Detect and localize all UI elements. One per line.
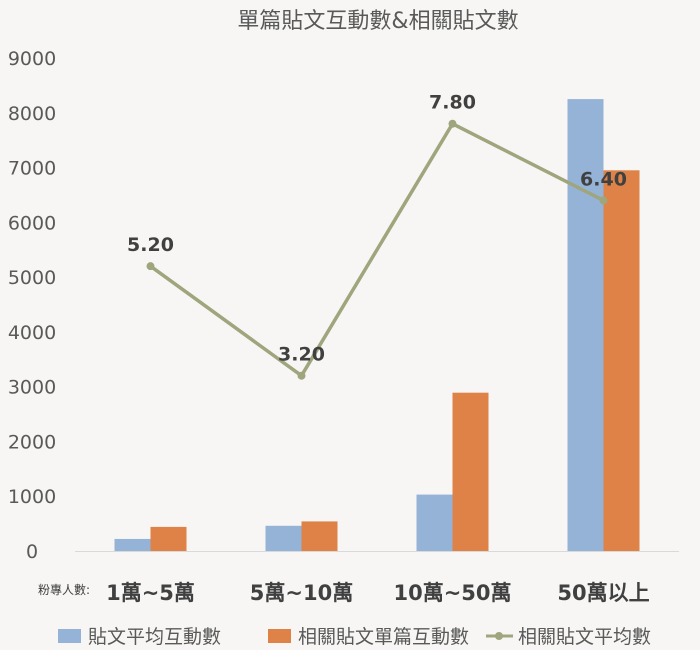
bar-1-4 [567,99,604,551]
y-axis: 0 1000 2000 3000 4000 5000 6000 7000 8000 9000 [8,48,56,563]
x-tick-label-2: 5萬~10萬 [250,581,353,605]
x-axis-prefix-label: 粉專人數: [38,583,90,597]
bar-2-4 [603,170,640,552]
line-marks: 5.20 3.20 7.80 6.40 [127,92,627,380]
bar-2-1 [150,526,187,551]
line-point-2 [297,371,306,380]
bar-marks [75,99,679,552]
y-tick-label: 4000 [8,322,56,344]
line-series-path [149,121,605,378]
legend-label-2: 相關貼文單篇互動數 [298,626,469,648]
bar-2-2 [301,521,338,551]
line-point-1 [146,262,155,271]
bar-1-1 [114,538,151,551]
x-tick-label-1: 1萬~5萬 [106,581,195,605]
bar-1-2 [265,525,302,551]
legend-swatch-2 [268,629,291,643]
line-data-label-2: 3.20 [278,344,325,366]
y-tick-label: 3000 [8,377,56,399]
y-tick-label: 2000 [8,431,56,453]
legend-label-1: 貼文平均互動數 [88,626,221,648]
y-tick-label: 6000 [8,212,56,234]
y-tick-label: 1000 [8,486,56,508]
x-axis: 1萬~5萬 5萬~10萬 10萬~50萬 50萬以上 [106,581,650,605]
legend-label-3: 相關貼文平均數 [518,626,651,648]
y-tick-label: 8000 [8,103,56,125]
line-data-label-4: 6.40 [580,168,627,190]
line-data-label-3: 7.80 [429,92,476,114]
line-data-label-1: 5.20 [127,234,174,256]
line-point-3 [448,119,457,128]
legend-swatch-1 [58,629,81,643]
y-tick-label: 5000 [8,267,56,289]
legend-line-marker [495,632,503,640]
y-tick-label: 0 [26,541,38,563]
bar-1-3 [416,494,453,551]
line-point-4 [599,196,608,205]
chart-title: 單篇貼文互動數&相關貼文數 [237,9,518,34]
y-tick-label: 9000 [8,48,56,70]
bar-2-3 [452,392,489,551]
y-tick-label: 7000 [8,158,56,180]
x-tick-label-4: 50萬以上 [557,581,649,605]
x-tick-label-3: 10萬~50萬 [393,581,511,605]
legend: 貼文平均互動數 相關貼文單篇互動數 相關貼文平均數 [58,626,651,648]
